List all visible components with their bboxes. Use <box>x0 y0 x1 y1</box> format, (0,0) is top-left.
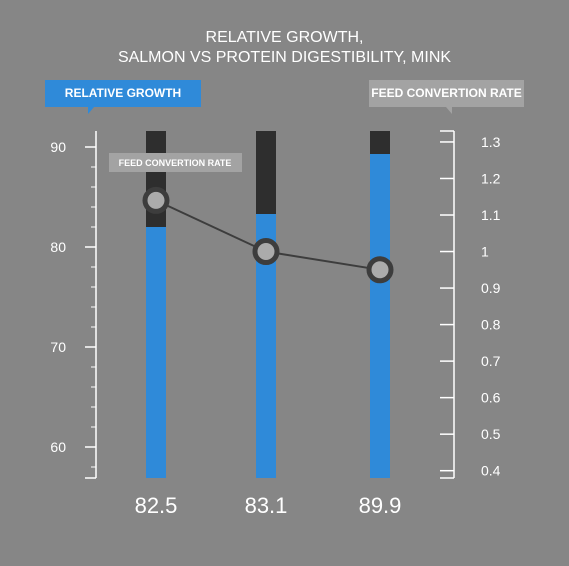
category-label: 82.5 <box>135 493 178 518</box>
right-axis-tick-label: 1.1 <box>481 207 501 223</box>
left-axis-tick-label: 60 <box>50 439 66 455</box>
feed-convertion-rate-point <box>366 256 394 284</box>
chart-title-line1: RELATIVE GROWTH, <box>205 29 364 46</box>
bar <box>370 154 390 478</box>
bar-cap <box>370 131 390 154</box>
legend-left-pointer <box>88 107 94 114</box>
left-axis-tick-label: 80 <box>50 239 66 255</box>
right-axis-tick-label: 0.6 <box>481 390 501 406</box>
right-axis-tick-label: 0.7 <box>481 353 501 369</box>
right-axis-tick-label: 0.4 <box>481 463 501 479</box>
bar <box>256 214 276 478</box>
category-label: 89.9 <box>359 493 402 518</box>
right-axis-tick-label: 1.2 <box>481 170 501 186</box>
category-label: 83.1 <box>245 493 288 518</box>
legend-right-pointer <box>446 107 452 114</box>
feed-convertion-rate-point <box>142 186 170 214</box>
legend-relative-growth: RELATIVE GROWTH <box>45 80 201 107</box>
right-axis-tick-label: 1.3 <box>481 134 501 150</box>
right-axis-tick-label: 0.5 <box>481 426 501 442</box>
bar-cap <box>256 131 276 214</box>
right-axis-tick-label: 0.8 <box>481 317 501 333</box>
annotation-badge <box>109 153 242 172</box>
bar <box>146 227 166 478</box>
left-axis-tick-label: 70 <box>50 339 66 355</box>
chart-title: RELATIVE GROWTH, SALMON VS PROTEIN DIGES… <box>0 28 569 68</box>
annotation-text: FEED CONVERTION RATE <box>119 158 232 168</box>
chart-title-line2: SALMON VS PROTEIN DIGESTIBILITY, MINK <box>117 49 452 66</box>
right-axis-tick-label: 0.9 <box>481 280 501 296</box>
feed-convertion-rate-point <box>252 238 280 266</box>
legend-feed-convertion-rate: FEED CONVERTION RATE <box>369 80 524 107</box>
right-axis-tick-label: 1 <box>481 244 489 260</box>
left-axis-tick-label: 90 <box>50 139 66 155</box>
